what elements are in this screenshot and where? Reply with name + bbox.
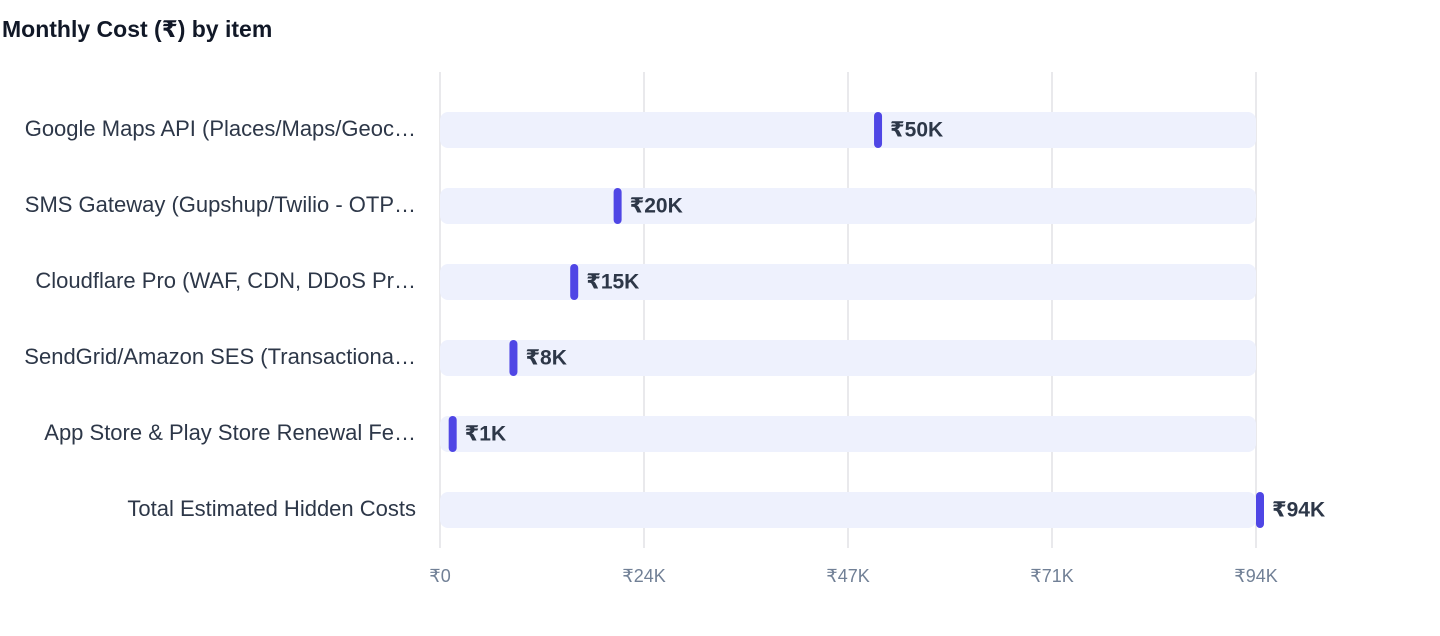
y-tick-label: Cloudflare Pro (WAF, CDN, DDoS Pr… (35, 268, 416, 293)
value-label: ₹15K (586, 271, 639, 294)
x-tick-label: ₹0 (429, 566, 450, 586)
bar-marker (613, 188, 622, 224)
track (440, 492, 1256, 528)
value-label: ₹1K (465, 423, 506, 446)
bar-marker (570, 264, 579, 300)
chart-title: Monthly Cost (₹) by item (2, 16, 272, 42)
y-tick-label: Total Estimated Hidden Costs (127, 496, 416, 521)
bar-marker (1256, 492, 1264, 528)
track (440, 112, 1256, 148)
track (440, 340, 1256, 376)
track (440, 416, 1256, 452)
track (440, 264, 1256, 300)
y-tick-label: SendGrid/Amazon SES (Transactiona… (24, 344, 416, 369)
value-label: ₹50K (890, 119, 943, 142)
x-tick-label: ₹94K (1234, 566, 1277, 586)
x-tick-label: ₹47K (826, 566, 869, 586)
bar-marker (874, 112, 883, 148)
x-tick-label: ₹24K (622, 566, 665, 586)
y-tick-label: App Store & Play Store Renewal Fe… (44, 420, 416, 445)
x-tick-label: ₹71K (1030, 566, 1073, 586)
y-tick-label: Google Maps API (Places/Maps/Geoc… (25, 116, 416, 141)
value-label: ₹94K (1272, 499, 1325, 522)
value-label: ₹20K (630, 195, 683, 218)
track (440, 188, 1256, 224)
y-tick-label: SMS Gateway (Gupshup/Twilio - OTP… (25, 192, 416, 217)
value-label: ₹8K (525, 347, 566, 370)
bar-marker (448, 416, 457, 452)
bar-marker (509, 340, 518, 376)
